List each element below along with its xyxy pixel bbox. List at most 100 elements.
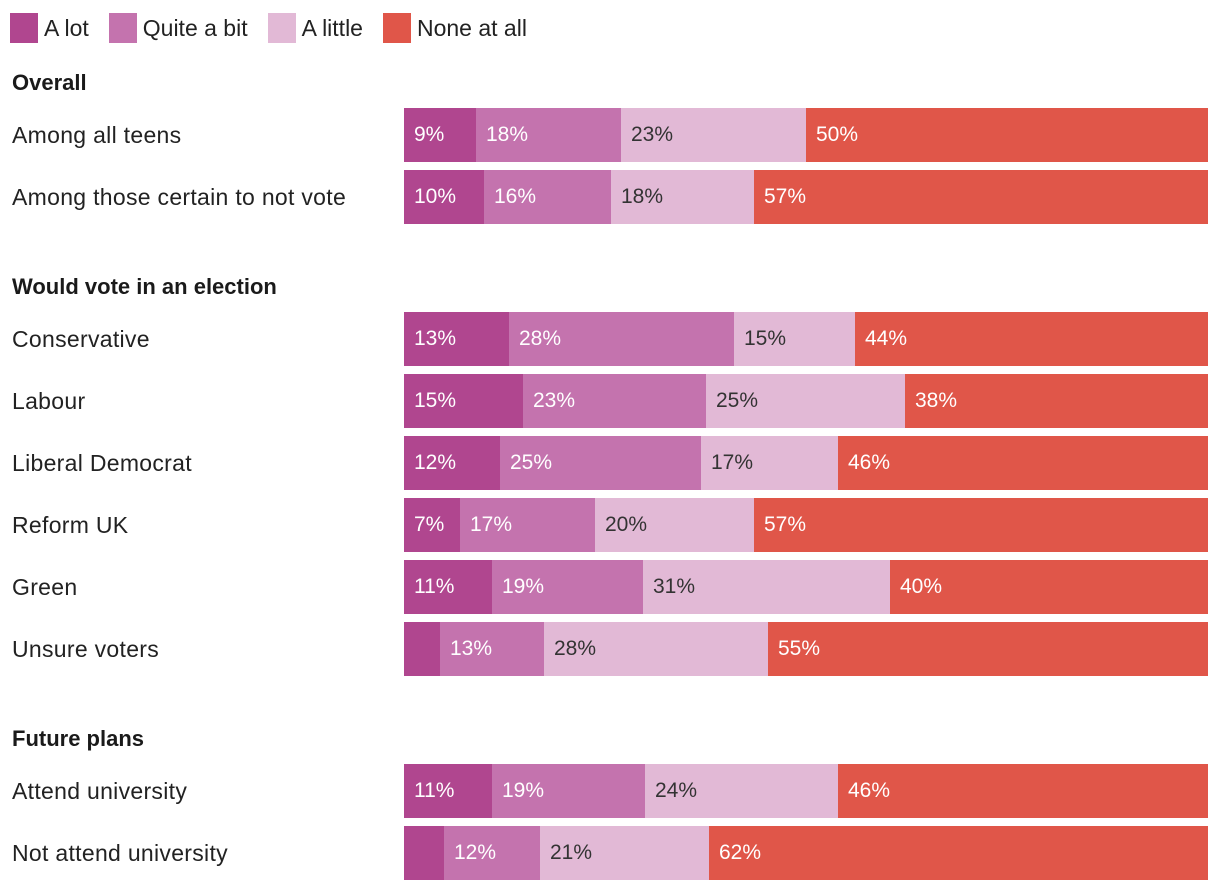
legend-swatch: [10, 13, 38, 43]
bar-segment-a-little: 17%: [701, 436, 838, 490]
row-label: Attend university: [12, 778, 188, 804]
data-label: 28%: [519, 327, 562, 350]
data-label: 11%: [414, 575, 455, 598]
data-label: 28%: [554, 637, 597, 660]
legend-swatch: [267, 13, 296, 43]
bar-segment-a-lot: 7%: [404, 498, 460, 552]
row-label: Labour: [12, 388, 86, 414]
bar-segment-quite-a-bit: 13%: [440, 622, 544, 676]
data-label: 13%: [414, 327, 457, 350]
data-label: 16%: [494, 185, 537, 208]
row-label: Conservative: [12, 326, 150, 352]
data-label: 44%: [865, 327, 908, 350]
bar-segment-none-at-all: 57%: [754, 498, 1208, 552]
bar-segment-a-lot: 15%: [404, 374, 523, 428]
data-label: 9%: [414, 123, 445, 146]
bar-segment-none-at-all: 55%: [768, 622, 1208, 676]
data-label: 12%: [454, 841, 497, 864]
legend-label: None at all: [416, 14, 527, 41]
bar-segment-none-at-all: 50%: [806, 108, 1208, 162]
data-label: 21%: [550, 841, 593, 864]
bar-segment-none-at-all: 40%: [890, 560, 1208, 614]
bar-segment-a-lot: 9%: [404, 108, 476, 162]
data-label: 57%: [764, 185, 807, 208]
bar-segment-quite-a-bit: 16%: [484, 170, 611, 224]
data-label: 19%: [502, 779, 545, 802]
data-label: 50%: [816, 123, 859, 146]
legend-label: A lot: [44, 14, 89, 41]
row-label: Not attend university: [12, 840, 228, 866]
bar-segment-quite-a-bit: 19%: [492, 560, 643, 614]
row-label: Among all teens: [12, 122, 182, 148]
bar-segment-quite-a-bit: 18%: [476, 108, 621, 162]
data-label: 17%: [470, 513, 513, 536]
bar-segment-quite-a-bit: 17%: [460, 498, 595, 552]
row-label: Liberal Democrat: [12, 450, 192, 476]
legend-swatch: [382, 13, 411, 43]
data-label: 40%: [900, 575, 943, 598]
legend-item-none-at-all: None at all: [382, 13, 527, 43]
bar-segment-quite-a-bit: 25%: [500, 436, 701, 490]
data-label: 15%: [744, 327, 787, 350]
data-label: 23%: [631, 123, 674, 146]
data-label: 38%: [915, 389, 958, 412]
data-label: 46%: [848, 779, 891, 802]
data-label: 11%: [414, 779, 455, 802]
bar-segment-none-at-all: 46%: [838, 764, 1208, 818]
data-label: 62%: [719, 841, 762, 864]
bar-segment-none-at-all: 57%: [754, 170, 1208, 224]
data-label: 25%: [716, 389, 759, 412]
data-label: 17%: [711, 451, 754, 474]
bar-segment-none-at-all: 62%: [709, 826, 1208, 880]
legend-item-quite-a-bit: Quite a bit: [108, 13, 248, 43]
bar-segment-quite-a-bit: 23%: [523, 374, 706, 428]
legend-label: A little: [301, 14, 363, 41]
legend-item-a-lot: A lot: [10, 13, 89, 43]
row-label: Green: [12, 574, 78, 600]
bar-segment-a-lot: [404, 622, 440, 676]
data-label: 23%: [533, 389, 576, 412]
data-label: 7%: [414, 513, 445, 536]
section-title: Overall: [12, 70, 87, 95]
bar-segment-a-little: 31%: [643, 560, 890, 614]
bar-segment-a-little: 15%: [734, 312, 855, 366]
row-label: Unsure voters: [12, 636, 160, 662]
legend-label: Quite a bit: [142, 14, 248, 41]
bar-segment-none-at-all: 38%: [905, 374, 1208, 428]
bar-segment-a-lot: [404, 826, 444, 880]
data-label: 13%: [450, 637, 493, 660]
bar-segment-a-little: 24%: [645, 764, 838, 818]
bar-segment-a-little: 18%: [611, 170, 754, 224]
bar-segment-a-lot: 11%: [404, 764, 492, 818]
bar-segment-a-little: 21%: [540, 826, 709, 880]
bar-segment-quite-a-bit: 12%: [444, 826, 540, 880]
data-label: 18%: [621, 185, 664, 208]
data-label: 57%: [764, 513, 807, 536]
bar-segment-none-at-all: 46%: [838, 436, 1208, 490]
data-label: 19%: [502, 575, 545, 598]
data-label: 15%: [414, 389, 457, 412]
section-title: Future plans: [12, 726, 145, 751]
bar-segment-a-little: 28%: [544, 622, 768, 676]
data-label: 12%: [414, 451, 457, 474]
bar-segment-a-lot: 12%: [404, 436, 500, 490]
chart-legend: A lot Quite a bit A little None at all: [10, 12, 547, 44]
bar-segment-a-little: 25%: [706, 374, 905, 428]
row-label: Reform UK: [12, 512, 129, 538]
bar-segment-a-little: 23%: [621, 108, 806, 162]
row-label: Among those certain to not vote: [12, 184, 347, 210]
bar-segment-a-lot: 11%: [404, 560, 492, 614]
bar-segment-a-lot: 10%: [404, 170, 484, 224]
section-title: Would vote in an election: [12, 274, 277, 299]
bar-segment-quite-a-bit: 19%: [492, 764, 645, 818]
data-label: 18%: [486, 123, 529, 146]
data-label: 55%: [778, 637, 821, 660]
bar-segment-quite-a-bit: 28%: [509, 312, 734, 366]
data-label: 10%: [414, 185, 457, 208]
legend-item-a-little: A little: [267, 13, 363, 43]
data-label: 24%: [655, 779, 698, 802]
bar-segment-a-little: 20%: [595, 498, 754, 552]
data-label: 25%: [510, 451, 553, 474]
legend-swatch: [108, 13, 137, 43]
